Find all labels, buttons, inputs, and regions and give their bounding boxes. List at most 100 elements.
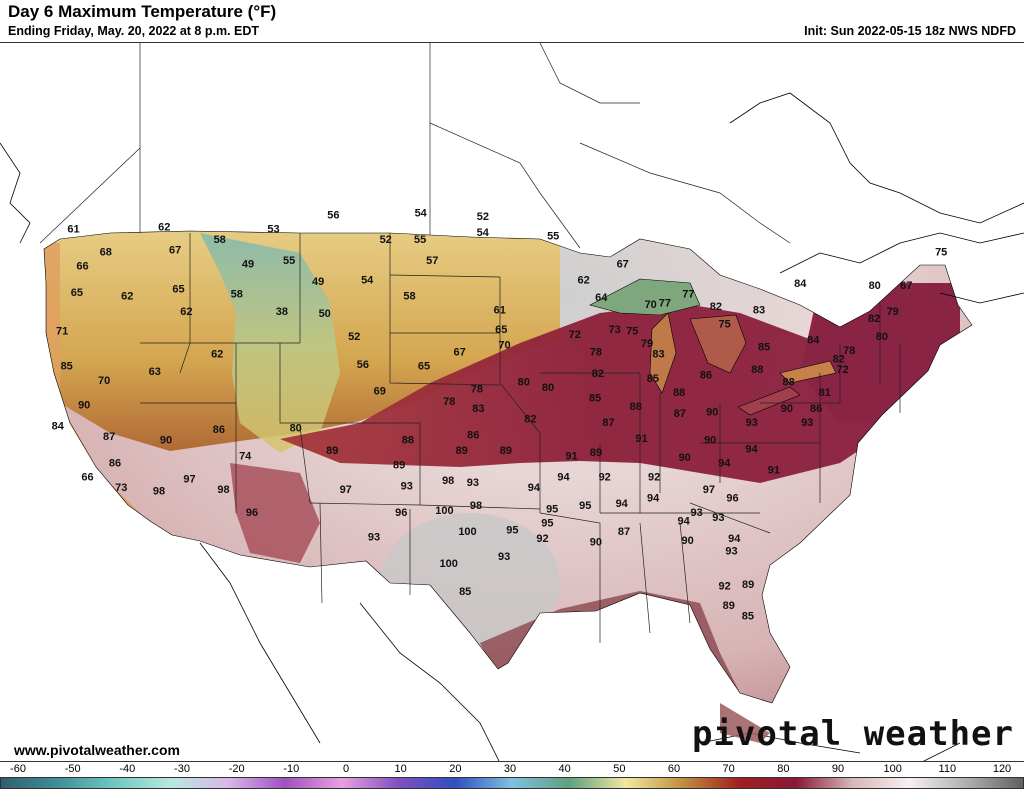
temperature-value: 92 <box>718 581 730 593</box>
temperature-value: 98 <box>217 484 229 496</box>
temperature-value: 86 <box>467 429 479 441</box>
temperature-value: 90 <box>781 403 793 415</box>
colorbar-tick-label: 80 <box>777 763 790 775</box>
temperature-value: 52 <box>348 331 360 343</box>
temperature-value: 87 <box>602 417 614 429</box>
temperature-labels: 61 68 62 67 58 53 56 54 52 54 55 52 55 66 65 62 65 49 55 58… <box>52 208 948 623</box>
colorbar-tick-label: 50 <box>613 763 626 775</box>
temperature-value: 55 <box>414 234 426 246</box>
temperature-value: 90 <box>679 452 691 464</box>
temperature-map[interactable]: 61 68 62 67 58 53 56 54 52 54 55 52 55 66 65 62 65 49 55 58… <box>0 42 1024 762</box>
colorbar-tick-label: 70 <box>722 763 735 775</box>
temperature-value: 62 <box>211 348 223 360</box>
temperature-value: 92 <box>648 472 660 484</box>
temperature-value: 91 <box>768 465 780 477</box>
temperature-value: 67 <box>617 259 629 271</box>
temperature-value: 87 <box>618 526 630 538</box>
temperature-value: 88 <box>673 387 685 399</box>
temperature-value: 82 <box>833 354 845 366</box>
temperature-value: 64 <box>595 292 608 304</box>
colorbar-tick-label: -60 <box>10 763 26 775</box>
temperature-value: 78 <box>443 396 455 408</box>
temperature-value: 80 <box>876 331 888 343</box>
temperature-value: 82 <box>868 313 880 325</box>
temperature-value: 80 <box>518 377 530 389</box>
colorbar-tick-label: 0 <box>342 763 350 775</box>
temperature-value: 81 <box>819 387 831 399</box>
temperature-value: 83 <box>753 304 765 316</box>
temperature-value: 74 <box>239 451 252 463</box>
colorbar-tick-label: 10 <box>394 763 407 775</box>
temperature-value: 96 <box>395 507 407 519</box>
colorbar-tick-label: -50 <box>64 763 81 775</box>
temperature-value: 89 <box>723 600 735 612</box>
temperature-value: 88 <box>782 377 794 389</box>
temperature-value: 78 <box>471 384 483 396</box>
temperature-value: 92 <box>599 472 611 484</box>
site-url[interactable]: www.pivotalweather.com <box>14 742 180 758</box>
temperature-value: 70 <box>98 375 110 387</box>
colorbar-tick-label: -20 <box>228 763 245 775</box>
temperature-value: 93 <box>467 477 479 489</box>
temperature-value: 73 <box>609 324 621 336</box>
temperature-value: 85 <box>742 611 754 623</box>
temperature-value: 86 <box>109 458 121 470</box>
temperature-value: 89 <box>590 447 602 459</box>
temperature-value: 56 <box>327 209 339 221</box>
temperature-value: 66 <box>81 472 93 484</box>
temperature-value: 96 <box>246 507 258 519</box>
temperature-value: 85 <box>758 341 770 353</box>
temperature-value: 93 <box>690 507 702 519</box>
temperature-value: 54 <box>477 227 490 239</box>
temperature-value: 58 <box>231 289 243 301</box>
temperature-value: 86 <box>213 424 225 436</box>
temperature-value: 91 <box>565 451 577 463</box>
temperature-value: 84 <box>794 278 807 290</box>
temperature-value: 82 <box>592 368 604 380</box>
temperature-value: 85 <box>647 373 659 385</box>
temperature-value: 49 <box>312 276 324 288</box>
temperature-value: 94 <box>677 516 690 528</box>
temperature-value: 94 <box>647 493 660 505</box>
colorbar-tick-label: -40 <box>119 763 136 775</box>
colorbar-tick-label: 120 <box>992 763 1012 775</box>
temperature-value: 55 <box>283 255 295 267</box>
temperature-value: 65 <box>172 283 184 295</box>
temperature-value: 96 <box>726 493 738 505</box>
temperature-value: 70 <box>498 340 510 352</box>
temperature-value: 75 <box>935 246 947 258</box>
temperature-value: 100 <box>440 558 458 570</box>
temperature-value: 50 <box>319 308 331 320</box>
temperature-value: 65 <box>418 361 430 373</box>
temperature-value: 52 <box>477 211 489 223</box>
temperature-value: 38 <box>276 306 288 318</box>
colorbar: -60 -50 -40 -30 -20 -10 0 10 20 30 40 50 60 70 80 90 100… <box>0 762 1024 791</box>
temperature-value: 100 <box>435 505 453 517</box>
colorbar-tick-label: 30 <box>503 763 517 775</box>
temperature-value: 93 <box>746 417 758 429</box>
temperature-value: 55 <box>547 231 559 243</box>
temperature-value: 65 <box>495 324 507 336</box>
temperature-value: 82 <box>710 301 722 313</box>
map-canvas: 61 68 62 67 58 53 56 54 52 54 55 52 55 66 65 62 65 49 55 58… <box>0 43 1024 761</box>
boundaries <box>39 43 901 643</box>
temperature-value: 100 <box>458 526 476 538</box>
temperature-value: 90 <box>706 407 718 419</box>
temperature-value: 56 <box>357 359 369 371</box>
colorbar-tick-label: 60 <box>667 763 681 775</box>
temperature-value: 62 <box>158 222 170 234</box>
temperature-value: 80 <box>542 382 554 394</box>
colorbar-tick-label: -10 <box>283 763 300 775</box>
temperature-value: 52 <box>380 234 392 246</box>
temperature-value: 93 <box>401 480 413 492</box>
temperature-value: 92 <box>536 533 548 545</box>
temperature-value: 89 <box>456 445 468 457</box>
temperature-value: 67 <box>453 347 465 359</box>
temperature-value: 94 <box>616 498 629 510</box>
temperature-value: 94 <box>528 482 541 494</box>
temperature-value: 70 <box>645 299 657 311</box>
temperature-value: 86 <box>810 403 822 415</box>
temperature-value: 80 <box>869 280 881 292</box>
map-title: Day 6 Maximum Temperature (°F) <box>8 2 277 21</box>
temperature-value: 54 <box>361 275 374 287</box>
